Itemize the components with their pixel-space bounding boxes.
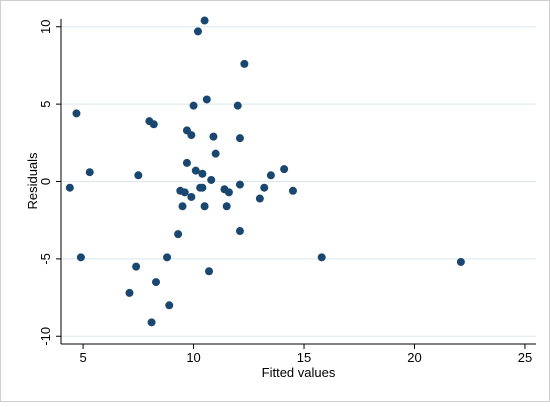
data-point-5 (132, 262, 141, 271)
data-point-33 (211, 149, 220, 158)
x-axis-label: Fitted values (262, 365, 336, 380)
data-point-1 (72, 109, 81, 118)
data-point-37 (233, 101, 242, 110)
data-point-32 (209, 132, 218, 141)
data-point-39 (235, 227, 244, 236)
data-point-48 (456, 257, 465, 266)
data-points (65, 16, 465, 327)
data-point-8 (147, 318, 156, 327)
data-point-16 (180, 188, 189, 197)
data-point-40 (235, 134, 244, 143)
data-point-31 (207, 175, 216, 184)
y-ticks: -10 -5 0 5 10 (38, 20, 61, 346)
y-tick-label: 0 (38, 178, 53, 185)
data-point-10 (152, 278, 160, 287)
y-tick-label: -5 (38, 253, 53, 265)
x-ticks: 5 10 15 20 25 (79, 344, 532, 365)
data-point-21 (189, 101, 198, 110)
data-point-28 (200, 202, 209, 211)
data-point-41 (240, 59, 249, 68)
data-point-38 (235, 180, 244, 189)
y-tick-label: -10 (38, 327, 53, 346)
data-point-17 (182, 158, 191, 167)
data-point-25 (198, 169, 207, 178)
data-point-9 (149, 120, 158, 129)
x-tick-label: 15 (297, 350, 311, 365)
data-point-19 (187, 131, 196, 140)
x-tick-label: 5 (79, 350, 86, 365)
x-tick-label: 20 (407, 350, 421, 365)
data-point-29 (202, 95, 211, 104)
data-point-30 (205, 267, 214, 276)
data-point-20 (187, 192, 196, 201)
data-point-23 (193, 27, 202, 36)
y-tick-label: 5 (38, 101, 53, 108)
data-point-0 (65, 183, 74, 192)
data-point-45 (280, 165, 289, 174)
data-point-26 (198, 183, 207, 192)
data-point-12 (165, 301, 174, 310)
data-point-22 (191, 166, 200, 175)
data-point-11 (163, 253, 172, 262)
data-point-44 (266, 171, 275, 180)
data-point-47 (317, 253, 326, 262)
data-point-36 (224, 188, 233, 197)
gridlines (61, 26, 536, 337)
data-point-4 (125, 288, 134, 297)
data-point-43 (260, 183, 269, 192)
data-point-2 (76, 253, 85, 262)
data-point-42 (255, 194, 264, 203)
data-point-15 (178, 202, 187, 211)
y-axis-label: Residuals (25, 152, 40, 210)
x-tick-label: 10 (186, 350, 200, 365)
x-tick-label: 25 (518, 350, 532, 365)
data-point-13 (174, 230, 183, 239)
data-point-3 (85, 168, 94, 177)
data-point-35 (222, 202, 231, 211)
data-point-27 (200, 16, 209, 25)
data-point-46 (288, 186, 297, 195)
data-point-6 (134, 171, 143, 180)
y-tick-label: 10 (38, 20, 53, 34)
